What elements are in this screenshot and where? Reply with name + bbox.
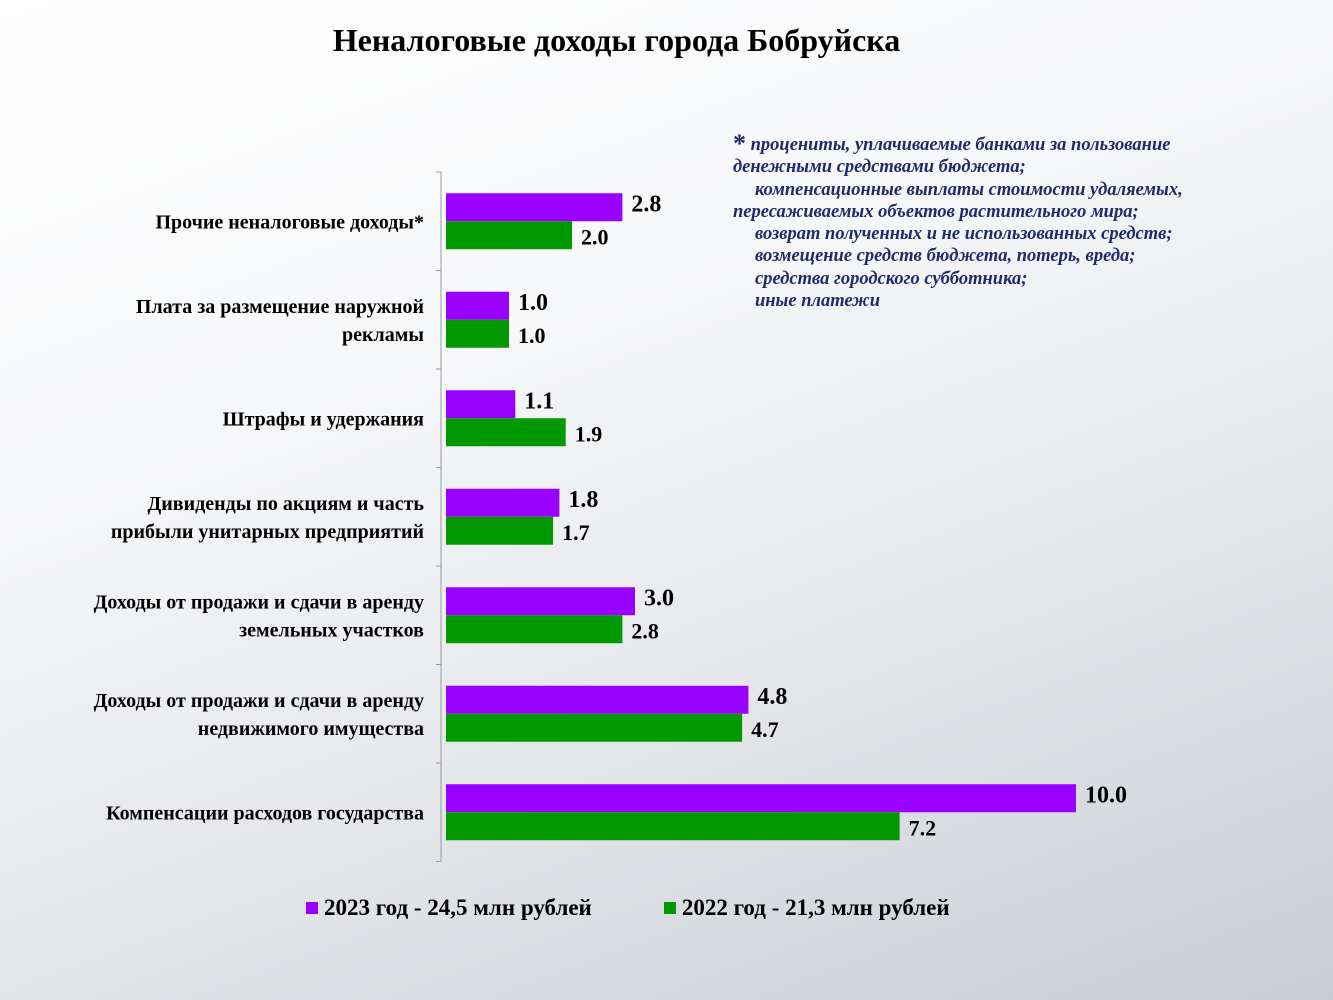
footnote-star: * (733, 129, 746, 158)
category-label: Штрафы и удержания (223, 408, 425, 430)
bar-2022 (446, 418, 566, 447)
category-label: Прочие неналоговые доходы* (155, 211, 424, 233)
footnote: * процениты, уплачиваемые банками за пол… (733, 131, 1313, 312)
bar-2023 (446, 488, 560, 517)
bar-2022 (446, 319, 509, 348)
footnote-line: компенсационные выплаты стоимости удаляе… (755, 179, 1183, 200)
footnote-line: процениты, уплачиваемые банками за польз… (750, 135, 1171, 155)
data-label: 1.8 (568, 487, 598, 513)
category-label: Доходы от продажи и сдачи в аренду земель… (94, 591, 425, 641)
category-label: Плата за размещение наружной рекламы (136, 296, 424, 346)
data-label: 1.9 (575, 421, 603, 446)
data-label: 2.8 (631, 618, 659, 643)
data-label: 4.8 (757, 684, 787, 710)
bar-2023 (446, 193, 623, 222)
footnote-line: иные платежи (755, 291, 881, 312)
data-label: 1.7 (562, 520, 590, 545)
bar-2023 (446, 685, 749, 714)
data-label: 1.0 (518, 323, 546, 348)
bar-2023 (446, 291, 509, 320)
data-label: 3.0 (644, 585, 674, 611)
bar-2023 (446, 390, 516, 419)
bar-2022 (446, 615, 623, 644)
category-label: Дивиденды по акциям и часть прибыли унита… (111, 493, 425, 543)
legend-label: 2022 год - 21,3 млн рублей (681, 895, 950, 920)
data-label: 2.8 (631, 191, 661, 217)
legend-swatch (663, 902, 676, 914)
footnote-line: пересаживаемых объектов растительного ми… (733, 201, 1139, 222)
footnote-line: возмещение средств бюджета, потерь, вред… (755, 246, 1136, 267)
data-label: 2.0 (581, 224, 609, 249)
category-label: Компенсации расходов государства (106, 802, 424, 824)
bar-2022 (446, 516, 554, 545)
legend-item-2023: 2023 год - 24,5 млн рублей (306, 895, 592, 921)
legend: 2023 год - 24,5 млн рублей 2022 год - 21… (306, 895, 950, 921)
footnote-line: денежными средствами бюджета; (733, 157, 1026, 178)
data-label: 4.7 (751, 717, 779, 742)
data-label: 1.0 (518, 290, 548, 316)
bar-2023 (446, 587, 635, 616)
legend-swatch (306, 902, 318, 914)
data-label: 10.0 (1085, 782, 1127, 808)
footnote-line: средства городского субботника; (755, 268, 1028, 289)
bar-2023 (446, 784, 1076, 813)
data-label: 7.2 (909, 815, 937, 840)
bar-2022 (446, 713, 743, 742)
footnote-line: возврат полученных и не использованных с… (755, 224, 1173, 245)
chart-title: Неналоговые доходы города Бобруйска (332, 22, 901, 58)
legend-item-2022: 2022 год - 21,3 млн рублей (663, 895, 950, 921)
bar-2022 (446, 812, 900, 841)
data-label: 1.1 (524, 388, 554, 414)
legend-label: 2023 год - 24,5 млн рублей (324, 895, 592, 920)
category-label: Доходы от продажи и сдачи в аренду недвиж… (94, 690, 424, 740)
bar-2022 (446, 221, 572, 250)
